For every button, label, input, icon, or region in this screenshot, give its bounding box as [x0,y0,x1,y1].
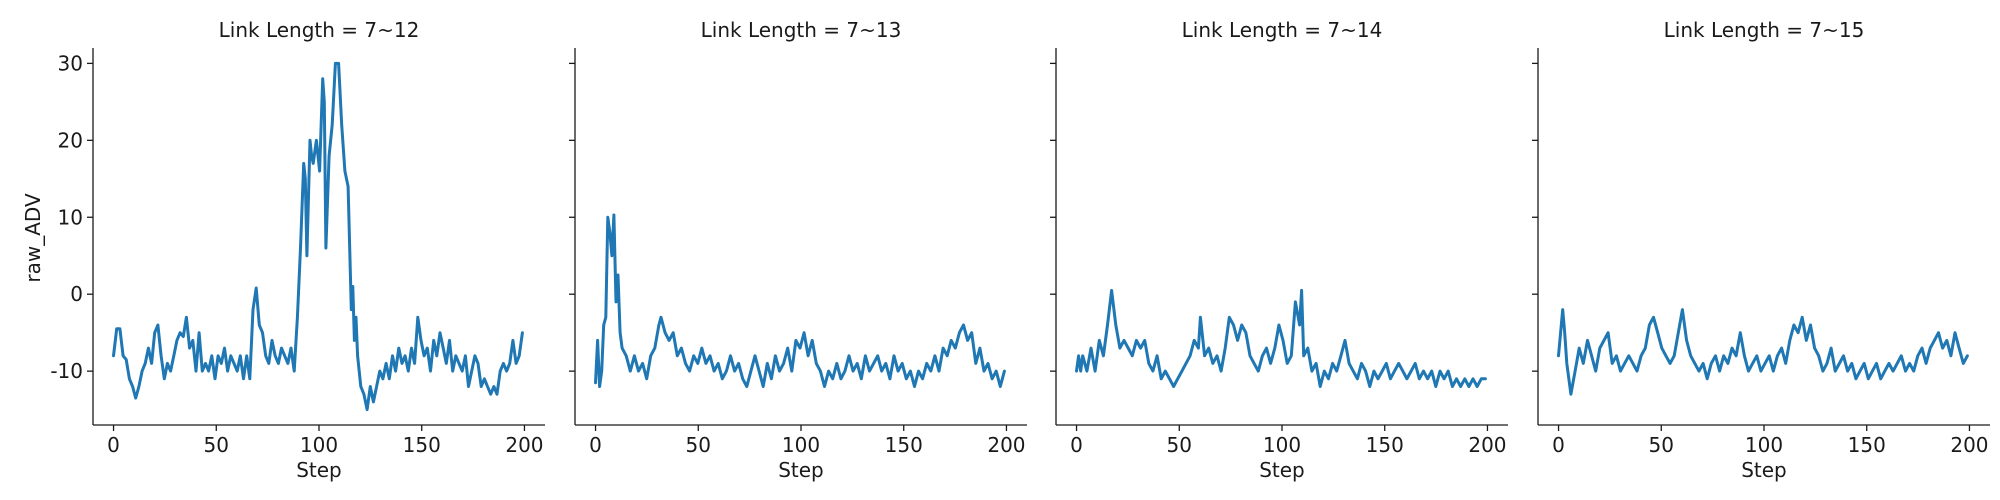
x-axis-label: Step [296,458,342,482]
x-tick-label: 200 [1468,433,1506,457]
facet-title: Link Length = 7~13 [701,18,902,42]
series-line [594,213,1006,388]
x-tick-label: 0 [1552,433,1565,457]
x-tick-label: 0 [107,433,120,457]
facet-panel-2: Link Length = 7~13 0 50 100 150 200 Step [569,18,1027,482]
y-tick-label: 20 [58,128,83,152]
y-tick-label: 0 [70,282,83,306]
facet-panel-4: Link Length = 7~15 0 50 100 150 200 Step [1532,18,1990,482]
x-tick-label: 50 [1649,433,1674,457]
x-tick-label: 50 [686,433,711,457]
x-tick-label: 100 [1263,433,1301,457]
x-tick-label: 100 [782,433,820,457]
facet-panel-1: Link Length = 7~12 0 50 100 150 200 -10 0 10 20 30… [50,18,545,482]
y-tick-label: -10 [50,359,83,383]
y-tick-label: 10 [58,205,83,229]
x-tick-label: 50 [204,433,229,457]
y-tick-label: 30 [58,51,83,75]
facet-title: Link Length = 7~15 [1664,18,1865,42]
x-tick-label: 0 [589,433,602,457]
x-tick-label: 100 [1745,433,1783,457]
x-axis-label: Step [1741,458,1787,482]
x-tick-label: 0 [1070,433,1083,457]
x-tick-label: 150 [403,433,441,457]
series-line [1557,308,1969,396]
facet-panel-3: Link Length = 7~14 0 50 100 150 200 Step [1050,18,1508,482]
x-tick-label: 200 [1950,433,1988,457]
facet-title: Link Length = 7~14 [1182,18,1383,42]
x-axis-label: Step [778,458,824,482]
facet-title: Link Length = 7~12 [219,18,420,42]
x-tick-label: 200 [505,433,543,457]
x-tick-label: 150 [885,433,923,457]
x-tick-label: 50 [1167,433,1192,457]
x-tick-label: 150 [1848,433,1886,457]
series-line [1075,288,1487,388]
x-axis-label: Step [1259,458,1305,482]
x-tick-label: 200 [987,433,1025,457]
x-tick-label: 150 [1366,433,1404,457]
y-axis-label: raw_ADV [21,193,45,283]
series-line [112,61,524,412]
x-tick-label: 100 [300,433,338,457]
